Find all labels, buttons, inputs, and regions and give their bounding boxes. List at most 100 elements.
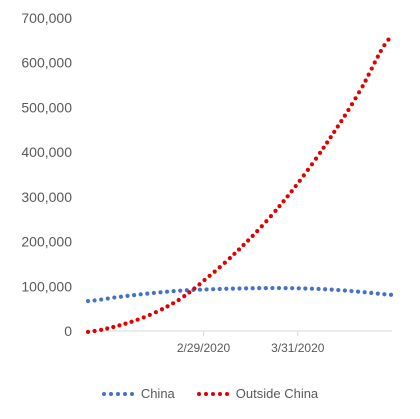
series-point [369, 66, 374, 71]
series-point [321, 145, 326, 150]
series-point [296, 286, 301, 291]
series-point [255, 229, 260, 234]
series-point [153, 310, 158, 315]
series-point [388, 292, 394, 297]
series-point [207, 273, 212, 278]
x-tick-label: 2/29/2020 [177, 341, 231, 355]
series-point [309, 286, 315, 291]
series-point [222, 260, 227, 265]
legend-dot [196, 391, 201, 396]
y-tick-label: 500,000 [21, 99, 72, 115]
series-point [332, 129, 337, 134]
series-point [346, 107, 351, 113]
x-axis-ticks: 2/29/2020 3/31/2020 [177, 331, 325, 355]
series-point [118, 294, 124, 299]
y-tick-label: 600,000 [21, 55, 72, 71]
series-point [85, 329, 91, 334]
legend: China Outside China [0, 386, 420, 401]
series-point [217, 265, 222, 270]
series-layer [85, 37, 394, 334]
series-point [141, 315, 146, 320]
series-point [202, 277, 207, 283]
series-point [353, 96, 358, 101]
series-point [164, 289, 170, 294]
legend-label-outside-china: Outside China [235, 386, 319, 401]
legend-swatch-china [101, 391, 134, 396]
legend-item-outside-china: Outside China [196, 386, 319, 401]
series-point [281, 199, 286, 204]
series-point [273, 208, 278, 213]
series-point [290, 286, 295, 291]
series-point [230, 286, 236, 291]
series-point [259, 224, 264, 229]
series-point [360, 84, 365, 89]
series-point [246, 238, 251, 243]
series-point [386, 37, 391, 42]
series-point [293, 183, 298, 189]
series-point [329, 287, 334, 292]
series-point [276, 285, 282, 291]
series-point [187, 290, 192, 295]
series-point [132, 292, 137, 298]
series-point [362, 290, 367, 295]
legend-label-china: China [140, 386, 175, 401]
series-point [138, 292, 143, 297]
series-point [135, 317, 140, 322]
series-point [264, 219, 269, 224]
series-point [355, 289, 361, 294]
series-point [317, 150, 323, 155]
series-point [309, 162, 315, 167]
series-point [111, 324, 116, 330]
series-point [328, 135, 333, 140]
series-point [303, 286, 308, 291]
series-point [158, 290, 163, 295]
series-point [372, 60, 377, 65]
series-point [301, 173, 306, 178]
series-point [323, 287, 328, 292]
series-point [250, 233, 255, 238]
series-point [375, 291, 380, 296]
series-point [277, 204, 282, 209]
series-point [159, 307, 165, 312]
series-point [197, 282, 202, 287]
series-point [237, 286, 242, 291]
series-point [289, 189, 294, 194]
series-point [105, 326, 110, 331]
y-tick-label: 300,000 [21, 189, 72, 205]
series-point [356, 90, 362, 95]
series-point [366, 72, 371, 77]
series-point [313, 156, 319, 161]
legend-dot [224, 391, 229, 396]
series-point [363, 78, 368, 83]
series-point [342, 288, 347, 293]
series-point [105, 296, 110, 301]
y-axis-ticks: 0 100,000 200,000 300,000 400,000 500,000 600,… [21, 10, 72, 339]
series-point [171, 289, 176, 294]
series-point [204, 287, 209, 292]
y-tick-label: 100,000 [21, 278, 72, 294]
series-point [182, 294, 187, 299]
series-point [99, 327, 104, 332]
series-point [197, 287, 203, 292]
series-point [375, 54, 380, 59]
series-point [224, 286, 229, 291]
series-point [316, 286, 321, 292]
series-point [211, 287, 216, 292]
series-point [342, 113, 347, 118]
series-point [92, 328, 97, 334]
legend-dot [108, 391, 113, 396]
y-tick-label: 200,000 [21, 234, 72, 250]
series-point [336, 287, 341, 293]
series-point [283, 286, 288, 291]
legend-dot [210, 391, 215, 396]
series-point [270, 285, 275, 291]
series-point [112, 295, 117, 300]
series-point [165, 304, 170, 309]
series-point [339, 119, 344, 124]
series-point [176, 297, 181, 303]
series-point [236, 247, 242, 252]
series-point [178, 288, 183, 293]
series-point [250, 286, 255, 291]
series-point [335, 124, 340, 129]
